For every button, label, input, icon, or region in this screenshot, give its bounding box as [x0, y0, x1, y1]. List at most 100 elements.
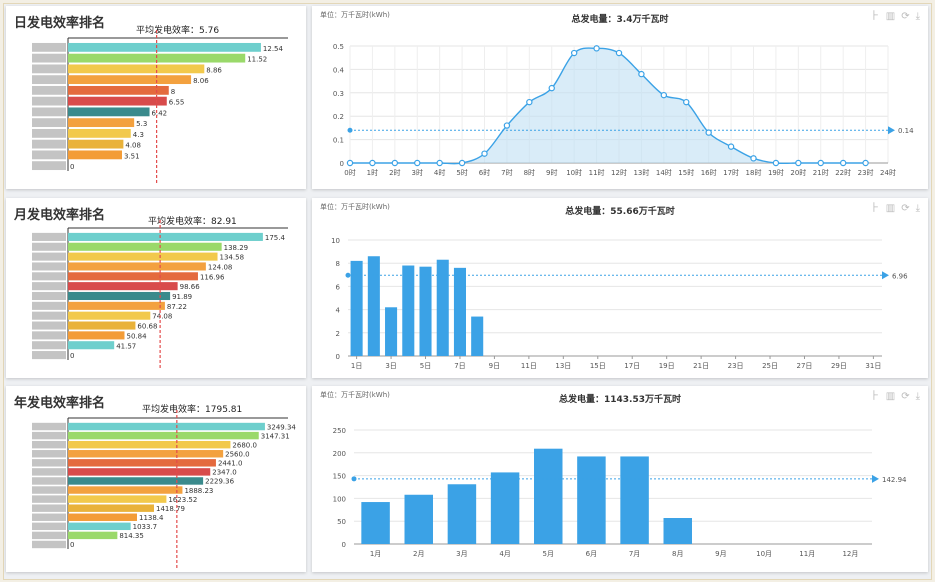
download-icon[interactable]: ⤓ [915, 203, 920, 214]
yearly-rank-category-label [32, 440, 66, 449]
monthly-rank-category-label [32, 232, 66, 241]
monthly-rank-category-label [32, 242, 66, 251]
daily-rank-category-label [32, 128, 66, 138]
monthly-rank-value-label: 116.96 [200, 273, 225, 281]
line-point [548, 84, 555, 92]
yearly-bar-avg-start [351, 476, 357, 482]
line-point [660, 91, 668, 99]
yearly-bar-x-tick: 6月 [586, 550, 597, 558]
line-point [683, 98, 690, 106]
line-x-tick: 19时 [768, 168, 784, 177]
monthly-bar-y-tick: 6 [336, 283, 341, 291]
line-chart-icon[interactable]: ⺊ [869, 203, 880, 214]
line-x-tick: 8时 [524, 168, 535, 177]
line-point [346, 159, 354, 167]
yearly-rank-category-label [32, 486, 66, 494]
line-point [481, 150, 488, 157]
yearly-bar-bar [577, 456, 606, 544]
daily-rank-category-label [32, 42, 66, 52]
line-chart-icon[interactable]: ⺊ [869, 391, 880, 402]
line-x-tick: 1时 [367, 168, 378, 177]
monthly-rank-category-label [32, 291, 66, 301]
monthly-rank-panel: 月发电效率排名 平均发电效率：82.91 175.4 138.29 134.58 12… [6, 198, 306, 378]
download-icon[interactable]: ⤓ [915, 391, 920, 402]
line-x-tick: 7时 [501, 168, 512, 177]
yearly-rank-category-label [32, 540, 66, 549]
yearly-total-title: 总发电量：1143.53万千瓦时 [559, 395, 681, 405]
monthly-bar-chart: 0 2 4 6 8 10 1日 3日 5日 7日 9日 11日 13日 15日 17日 19日 21日 23日 25… [331, 237, 908, 370]
yearly-bar-chart: 0 50 100 150 200 250 1月 2月 3月 4月 5月 6月 7月 8月 9月 10月 11月 1… [333, 427, 907, 558]
bar-chart-icon[interactable]: ▥ [885, 11, 896, 22]
yearly-unit-label: 单位：万千瓦时(kWh) [320, 391, 390, 399]
daily-rank-value-label: 8.06 [193, 77, 209, 85]
line-point [750, 155, 757, 162]
yearly-bar-bar [447, 484, 477, 544]
daily-rank-value-label: 6.55 [169, 99, 185, 107]
yearly-rank-value-label: 814.35 [119, 532, 144, 540]
line-x-tick: 6时 [479, 168, 490, 177]
monthly-rank-category-label [32, 282, 66, 291]
monthly-bar-x-tick: 29日 [831, 362, 847, 370]
daily-rank-value-label: 12.54 [263, 45, 284, 53]
line-y-tick: 0.1 [333, 137, 344, 145]
line-x-tick: 20时 [790, 168, 806, 177]
line-x-tick: 12时 [611, 168, 627, 177]
monthly-total-title: 总发电量：55.66万千瓦时 [565, 207, 675, 217]
daily-rank-value-label: 4.08 [125, 142, 141, 150]
monthly-bar-avg-arrow [882, 271, 889, 280]
daily-rank-bar [68, 42, 261, 52]
daily-rank-bar [68, 139, 124, 149]
yearly-bar-bar [490, 472, 520, 544]
monthly-rank-bar [68, 311, 151, 320]
yearly-rank-value-label: 1033.7 [133, 523, 158, 531]
yearly-rank-bar [68, 486, 183, 494]
refresh-icon[interactable]: ⟳ [901, 391, 910, 402]
yearly-rank-category-label [32, 459, 66, 467]
line-x-tick: 0时 [344, 168, 355, 177]
yearly-rank-value-label: 2441.0 [218, 460, 243, 468]
daily-rank-category-label [32, 118, 66, 128]
yearly-rank-value-label: 2347.0 [212, 469, 237, 477]
yearly-bar-x-tick: 11月 [799, 550, 815, 558]
monthly-rank-category-label [32, 321, 66, 330]
monthly-bar-y-tick: 4 [336, 307, 341, 315]
daily-rank-category-label [32, 139, 66, 149]
monthly-rank-value-label: 0 [70, 352, 74, 360]
daily-rank-bar [68, 128, 131, 138]
refresh-icon[interactable]: ⟳ [901, 203, 910, 214]
daily-rank-value-label: 3.51 [124, 152, 140, 160]
line-point [615, 49, 623, 57]
monthly-rank-bar [68, 232, 263, 241]
bar-chart-icon[interactable]: ▥ [885, 391, 896, 402]
download-icon[interactable]: ⤓ [915, 11, 920, 22]
monthly-rank-category-label [32, 351, 66, 360]
line-avg-label: 0.14 [898, 127, 914, 135]
daily-rank-category-label [32, 85, 66, 95]
monthly-bar-avg-start [345, 272, 351, 278]
bar-chart-icon[interactable]: ▥ [885, 203, 896, 214]
yearly-rank-panel: 年发电效率排名 平均发电效率：1795.81 3249.34 3147.31 268… [6, 386, 306, 572]
yearly-generation-panel: 单位：万千瓦时(kWh) 总发电量：1143.53万千瓦时 ⺊ ▥ ⟳ ⤓ 0 5… [312, 386, 928, 572]
yearly-rank-bar [68, 468, 211, 476]
line-point [638, 70, 645, 78]
monthly-bar-bar [453, 267, 466, 356]
line-x-tick: 17时 [723, 168, 739, 177]
monthly-generation-panel: 单位：万千瓦时(kWh) 总发电量：55.66万千瓦时 ⺊ ▥ ⟳ ⤓ 0 2 4 6… [312, 198, 928, 378]
monthly-bar-x-tick: 9日 [489, 362, 500, 370]
monthly-rank-category-label [32, 252, 66, 261]
yearly-bar-bar [663, 518, 692, 544]
yearly-rank-bar [68, 450, 224, 458]
line-point [817, 159, 824, 167]
line-x-tick: 2时 [389, 168, 400, 177]
monthly-rank-category-label [32, 341, 66, 350]
monthly-bar-x-tick: 17日 [624, 362, 640, 370]
monthly-rank-bar [68, 331, 125, 340]
line-area [350, 48, 866, 164]
line-point [436, 159, 443, 167]
daily-rank-bar [68, 107, 150, 117]
monthly-unit-label: 单位：万千瓦时(kWh) [320, 203, 390, 211]
refresh-icon[interactable]: ⟳ [901, 11, 910, 22]
line-y-tick: 0.5 [333, 43, 344, 51]
monthly-bar-y-tick: 10 [331, 237, 340, 245]
line-chart-icon[interactable]: ⺊ [869, 11, 880, 22]
